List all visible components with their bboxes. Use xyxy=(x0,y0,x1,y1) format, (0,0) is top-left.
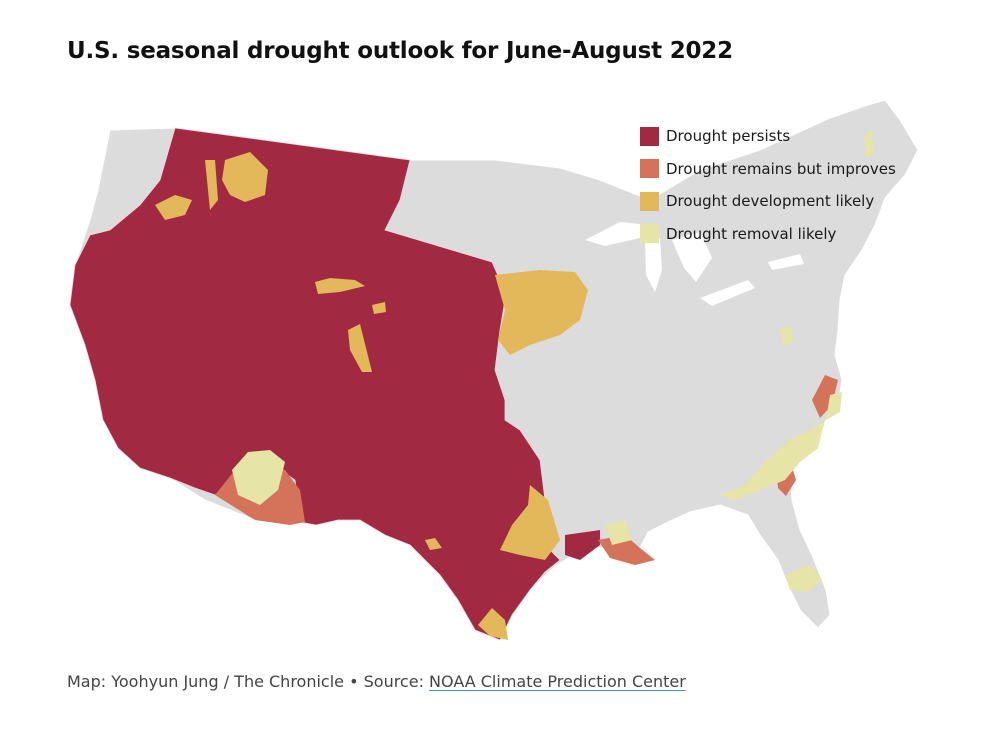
legend-label: Drought removal likely xyxy=(666,224,837,243)
legend-label: Drought remains but improves xyxy=(666,159,896,178)
legend-label: Drought development likely xyxy=(666,192,875,211)
legend-item-improves: Drought remains but improves xyxy=(640,153,896,186)
region-removal-georgia xyxy=(720,420,825,500)
legend-label: Drought persists xyxy=(666,127,791,146)
legend-swatch xyxy=(640,159,659,179)
region-development-montana xyxy=(205,160,218,210)
source-link[interactable]: NOAA Climate Prediction Center xyxy=(429,672,686,691)
map-title: U.S. seasonal drought outlook for June-A… xyxy=(67,38,733,64)
map-credit: Map: Yoohyun Jung / The Chronicle • Sour… xyxy=(67,672,686,691)
legend-item-persists: Drought persists xyxy=(640,120,896,153)
lake-ontario xyxy=(768,254,804,270)
region-drought-persists-west xyxy=(69,127,561,641)
legend-swatch xyxy=(640,224,659,244)
legend-item-removal: Drought removal likely xyxy=(640,218,896,251)
legend-swatch xyxy=(640,126,659,146)
region-development-wyoming-small xyxy=(372,302,386,314)
lake-huron xyxy=(672,232,712,282)
map-legend: Drought persists Drought remains but imp… xyxy=(640,120,896,250)
lake-michigan xyxy=(645,238,662,292)
region-removal-florida xyxy=(785,565,822,592)
region-development-idaho xyxy=(222,152,268,202)
region-removal-arizona xyxy=(232,450,285,505)
region-drought-persists-louisiana xyxy=(565,530,600,560)
region-development-texas-south xyxy=(478,608,508,640)
legend-swatch xyxy=(640,191,659,211)
region-improves-carolina-coast xyxy=(812,375,838,418)
region-development-wyoming xyxy=(315,278,365,294)
legend-item-development: Drought development likely xyxy=(640,185,896,218)
region-development-midwest xyxy=(495,270,588,355)
region-removal-maine xyxy=(864,130,874,158)
lake-erie xyxy=(700,280,755,306)
credit-text: Map: Yoohyun Jung / The Chronicle • Sour… xyxy=(67,672,430,691)
region-removal-mississippi xyxy=(605,520,632,545)
region-removal-virginia xyxy=(780,325,794,346)
region-development-west-texas xyxy=(425,538,442,550)
region-development-texas-east xyxy=(500,485,560,560)
region-development-colorado xyxy=(348,324,372,372)
region-development-oregon xyxy=(155,195,192,220)
region-removal-nc-coast xyxy=(826,392,842,420)
